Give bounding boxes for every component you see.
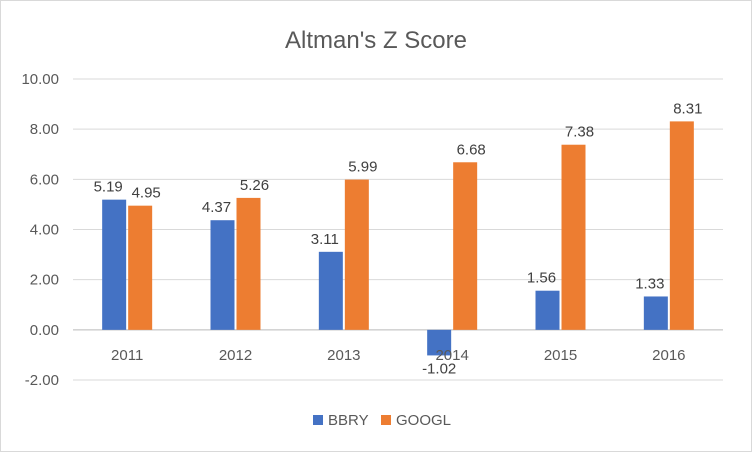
bar-bbry-2016	[643, 296, 668, 330]
bar-bbry-2014	[427, 329, 452, 356]
data-label-googl-2014: 6.68	[457, 141, 486, 158]
gridlines	[73, 78, 723, 381]
x-tick-label: 2013	[327, 347, 360, 364]
data-label-googl-2012: 5.26	[240, 177, 269, 194]
bar-bbry-2013	[318, 251, 343, 330]
y-tick-label: 10.00	[21, 71, 59, 88]
data-label-googl-2015: 7.38	[565, 124, 594, 141]
x-axis: 2011 2012 2013 2014 2015 2016	[111, 347, 685, 364]
y-axis: -2.00 0.00 2.00 4.00 6.00 8.00 10.00	[21, 71, 59, 389]
y-tick-label: -2.00	[25, 372, 59, 389]
x-tick-label: 2011	[111, 347, 143, 364]
data-label-googl-2011: 4.95	[132, 185, 161, 202]
bars	[102, 121, 694, 356]
bar-bbry-2011	[102, 199, 127, 330]
bar-googl-2013	[344, 179, 369, 330]
data-label-bbry-2016: 1.33	[635, 275, 664, 292]
x-tick-label: 2016	[652, 347, 685, 364]
bar-bbry-2015	[535, 290, 560, 330]
data-label-bbry-2012: 4.37	[202, 199, 231, 216]
y-tick-label: 2.00	[30, 272, 59, 289]
data-label-googl-2013: 5.99	[348, 159, 377, 176]
bar-googl-2016	[669, 121, 694, 330]
data-label-bbry-2014: -1.02	[422, 360, 456, 377]
bar-bbry-2012	[210, 220, 235, 330]
y-tick-label: 8.00	[30, 121, 59, 138]
x-tick-label: 2015	[544, 347, 577, 364]
legend-swatch-bbry	[313, 415, 323, 425]
bar-googl-2011	[128, 205, 153, 330]
data-label-googl-2016: 8.31	[673, 100, 702, 117]
legend: BBRY GOOGL	[313, 412, 451, 429]
bar-googl-2015	[561, 144, 586, 330]
data-label-bbry-2015: 1.56	[527, 270, 556, 287]
bar-googl-2014	[453, 162, 478, 330]
legend-swatch-googl	[381, 415, 391, 425]
x-tick-label: 2012	[219, 347, 252, 364]
y-tick-label: 6.00	[30, 171, 59, 188]
data-label-bbry-2013: 3.11	[311, 231, 339, 248]
legend-label-bbry: BBRY	[328, 412, 369, 429]
bar-googl-2012	[236, 197, 261, 330]
y-tick-label: 0.00	[30, 322, 59, 339]
data-labels: 5.19 4.95 4.37 5.26 3.11 5.99 -1.02 6.68 1.56 7.3…	[94, 100, 703, 377]
chart-title: Altman's Z Score	[285, 27, 467, 54]
x-tick-label: 2014	[435, 347, 468, 364]
legend-label-googl: GOOGL	[396, 412, 451, 429]
data-label-bbry-2011: 5.19	[94, 179, 123, 196]
y-tick-label: 4.00	[30, 222, 59, 239]
